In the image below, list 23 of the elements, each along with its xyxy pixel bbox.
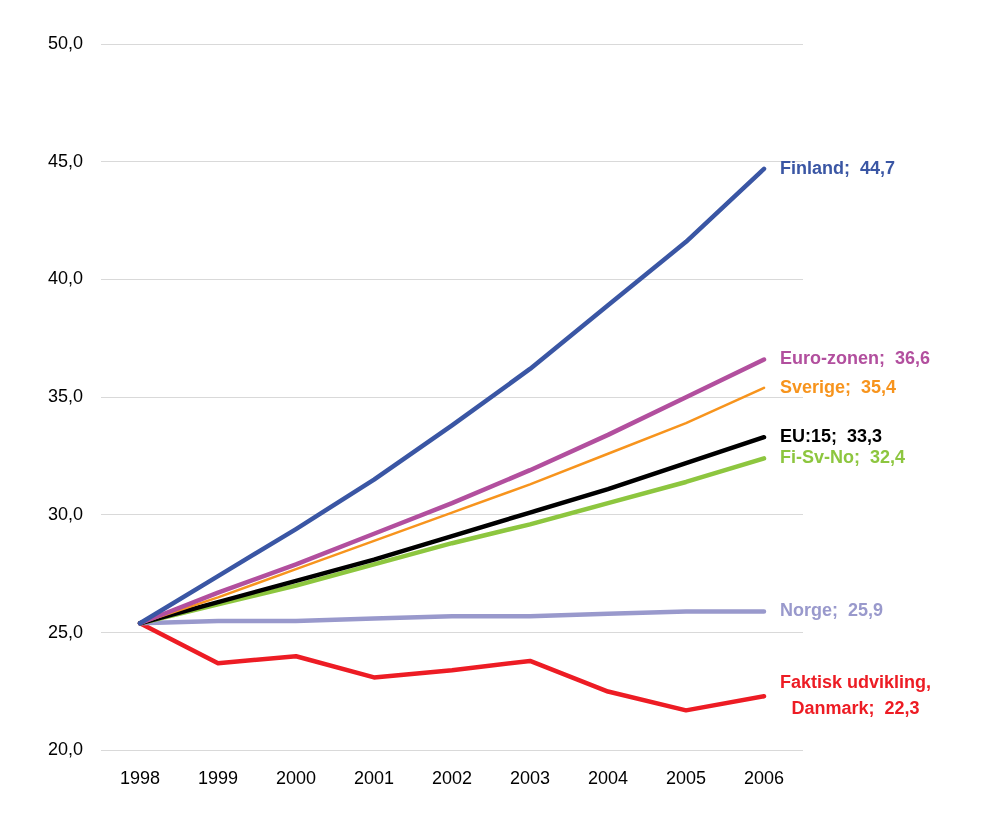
text: Faktisk udvikling, Danmark; 22,3: [780, 672, 932, 719]
x-tick-label: 2002: [431, 768, 473, 789]
x-tick-label: 1999: [198, 768, 239, 789]
text: EU:15; 33,3: [780, 426, 883, 447]
y-tick-label: 30,0: [47, 503, 84, 524]
text: Fi-Sv-No; 32,4: [780, 447, 906, 468]
text: Finland; 44,7: [780, 157, 896, 178]
x-tick-label: 1998: [120, 768, 161, 789]
text: Euro-zonen; 36,6: [780, 348, 931, 369]
y-tick-label: 20,0: [47, 739, 84, 760]
x-tick-label: 2005: [665, 768, 707, 789]
y-tick-label: 35,0: [47, 386, 84, 407]
y-tick-label: 45,0: [47, 150, 84, 171]
x-tick-label: 2001: [354, 768, 395, 789]
x-tick-label: 2006: [743, 768, 785, 789]
text: Sverige; 35,4: [780, 376, 897, 397]
y-tick-label: 50,0: [47, 32, 84, 53]
text: Norge; 25,9: [780, 600, 884, 621]
y-tick-label: 25,0: [47, 621, 84, 642]
y-tick-label: 40,0: [47, 268, 84, 289]
x-tick-label: 2003: [509, 768, 551, 789]
x-tick-label: 2000: [276, 768, 317, 789]
x-tick-label: 2004: [587, 768, 629, 789]
